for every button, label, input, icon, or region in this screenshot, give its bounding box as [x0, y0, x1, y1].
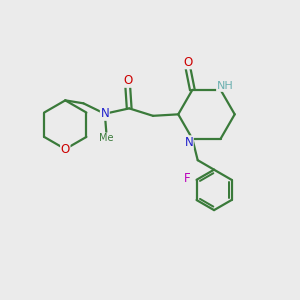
Text: O: O [123, 74, 132, 87]
Text: O: O [183, 56, 193, 69]
Text: O: O [61, 142, 70, 156]
Text: Me: Me [99, 133, 114, 143]
Text: N: N [100, 107, 109, 120]
Text: F: F [184, 172, 191, 185]
Text: NH: NH [217, 81, 233, 91]
Text: N: N [184, 136, 193, 149]
